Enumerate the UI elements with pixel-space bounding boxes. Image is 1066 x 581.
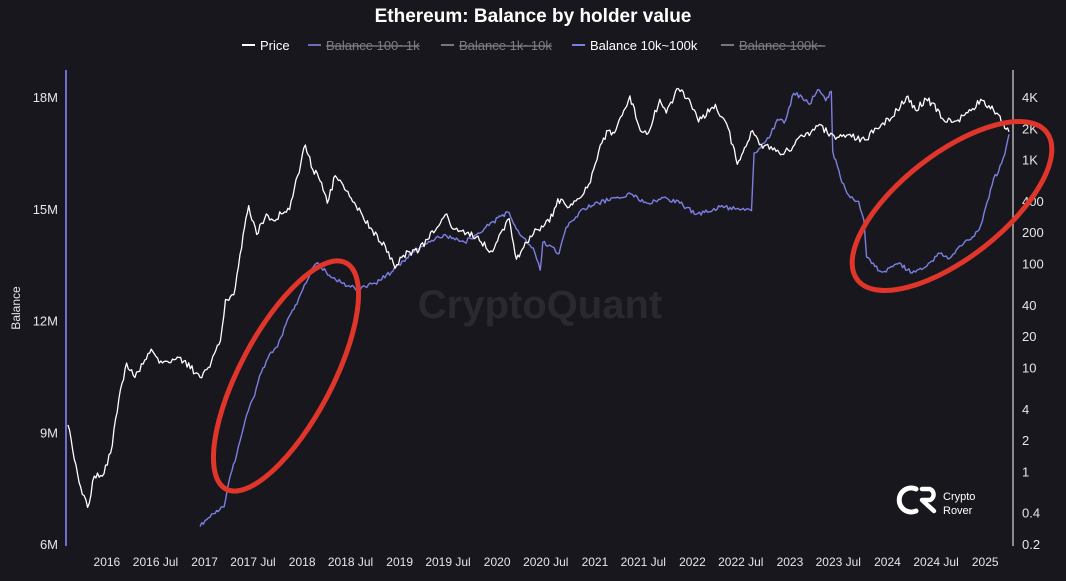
x-tick: 2021 <box>582 555 609 569</box>
left-axis-ticks: 18M 15M 12M 9M 6M <box>33 90 58 552</box>
y-tick-right: 4 <box>1022 402 1029 417</box>
y-tick-right: 1K <box>1022 153 1038 168</box>
y-tick-left: 9M <box>40 425 58 440</box>
y-tick-right: 40 <box>1022 298 1036 313</box>
x-tick: 2016 Jul <box>133 555 178 569</box>
y-tick-right: 10 <box>1022 360 1036 375</box>
y-tick-right: 20 <box>1022 329 1036 344</box>
y-tick-left: 15M <box>33 202 58 217</box>
x-tick: 2018 <box>289 555 316 569</box>
crypto-rover-logo: Crypto Rover <box>896 485 975 517</box>
chart-title: Ethereum: Balance by holder value <box>375 6 692 27</box>
x-tick: 2024 <box>874 555 901 569</box>
series-line-balance-10k-100k <box>199 88 1010 527</box>
legend-label-balance-100-1k: Balance 100~1k <box>326 38 420 53</box>
y-tick-left: 6M <box>40 537 58 552</box>
legend-item-balance-100-1k[interactable]: Balance 100~1k <box>308 38 420 53</box>
x-tick: 2022 <box>679 555 706 569</box>
logo-mark-c <box>896 485 919 515</box>
x-tick: 2022 Jul <box>718 555 763 569</box>
y-tick-left: 12M <box>33 314 58 329</box>
x-tick: 2024 Jul <box>913 555 958 569</box>
x-tick: 2018 Jul <box>328 555 373 569</box>
series-line-price <box>67 87 1010 509</box>
x-tick: 2019 <box>386 555 413 569</box>
series-layer <box>67 87 1010 527</box>
x-tick: 2023 <box>777 555 804 569</box>
x-tick: 2020 Jul <box>523 555 568 569</box>
legend: Price Balance 100~1k Balance 1k~10k Bala… <box>242 38 826 53</box>
x-tick: 2019 Jul <box>425 555 470 569</box>
y-tick-right: 0.2 <box>1022 537 1040 552</box>
legend-item-balance-10k-100k[interactable]: Balance 10k~100k <box>572 38 698 53</box>
y-tick-right: 200 <box>1022 225 1044 240</box>
x-tick: 2021 Jul <box>621 555 666 569</box>
highlight-ellipse-2017 <box>210 258 362 494</box>
x-tick: 2023 Jul <box>816 555 861 569</box>
x-tick: 2017 Jul <box>230 555 275 569</box>
y-tick-right: 100 <box>1022 256 1044 271</box>
x-tick: 2016 <box>94 555 121 569</box>
y-tick-left: 18M <box>33 90 58 105</box>
legend-label-balance-100k: Balance 100k~ <box>739 38 826 53</box>
x-tick: 2020 <box>484 555 511 569</box>
y-tick-right: 1 <box>1022 464 1029 479</box>
y-tick-right: 4K <box>1022 90 1038 105</box>
watermark: CryptoQuant <box>418 283 662 327</box>
x-tick: 2017 <box>191 555 218 569</box>
legend-label-balance-1k-10k: Balance 1k~10k <box>459 38 552 53</box>
legend-item-balance-100k[interactable]: Balance 100k~ <box>721 38 826 53</box>
y-tick-right: 2 <box>1022 433 1029 448</box>
highlight-ellipse-2024 <box>849 119 1055 293</box>
legend-label-balance-10k-100k: Balance 10k~100k <box>590 38 698 53</box>
x-tick: 2025 <box>972 555 999 569</box>
logo-text-crypto: Crypto <box>943 491 975 503</box>
y-tick-right: 0.4 <box>1022 506 1040 521</box>
legend-item-balance-1k-10k[interactable]: Balance 1k~10k <box>441 38 552 53</box>
legend-item-price[interactable]: Price <box>242 38 290 53</box>
y-axis-label-left: Balance <box>9 286 23 330</box>
x-axis-ticks: 2016 2016 Jul 2017 2017 Jul 2018 2018 Jul 2019… <box>94 555 999 569</box>
legend-label-price: Price <box>260 38 290 53</box>
logo-mark-r <box>919 486 937 514</box>
logo-text-rover: Rover <box>943 505 973 517</box>
